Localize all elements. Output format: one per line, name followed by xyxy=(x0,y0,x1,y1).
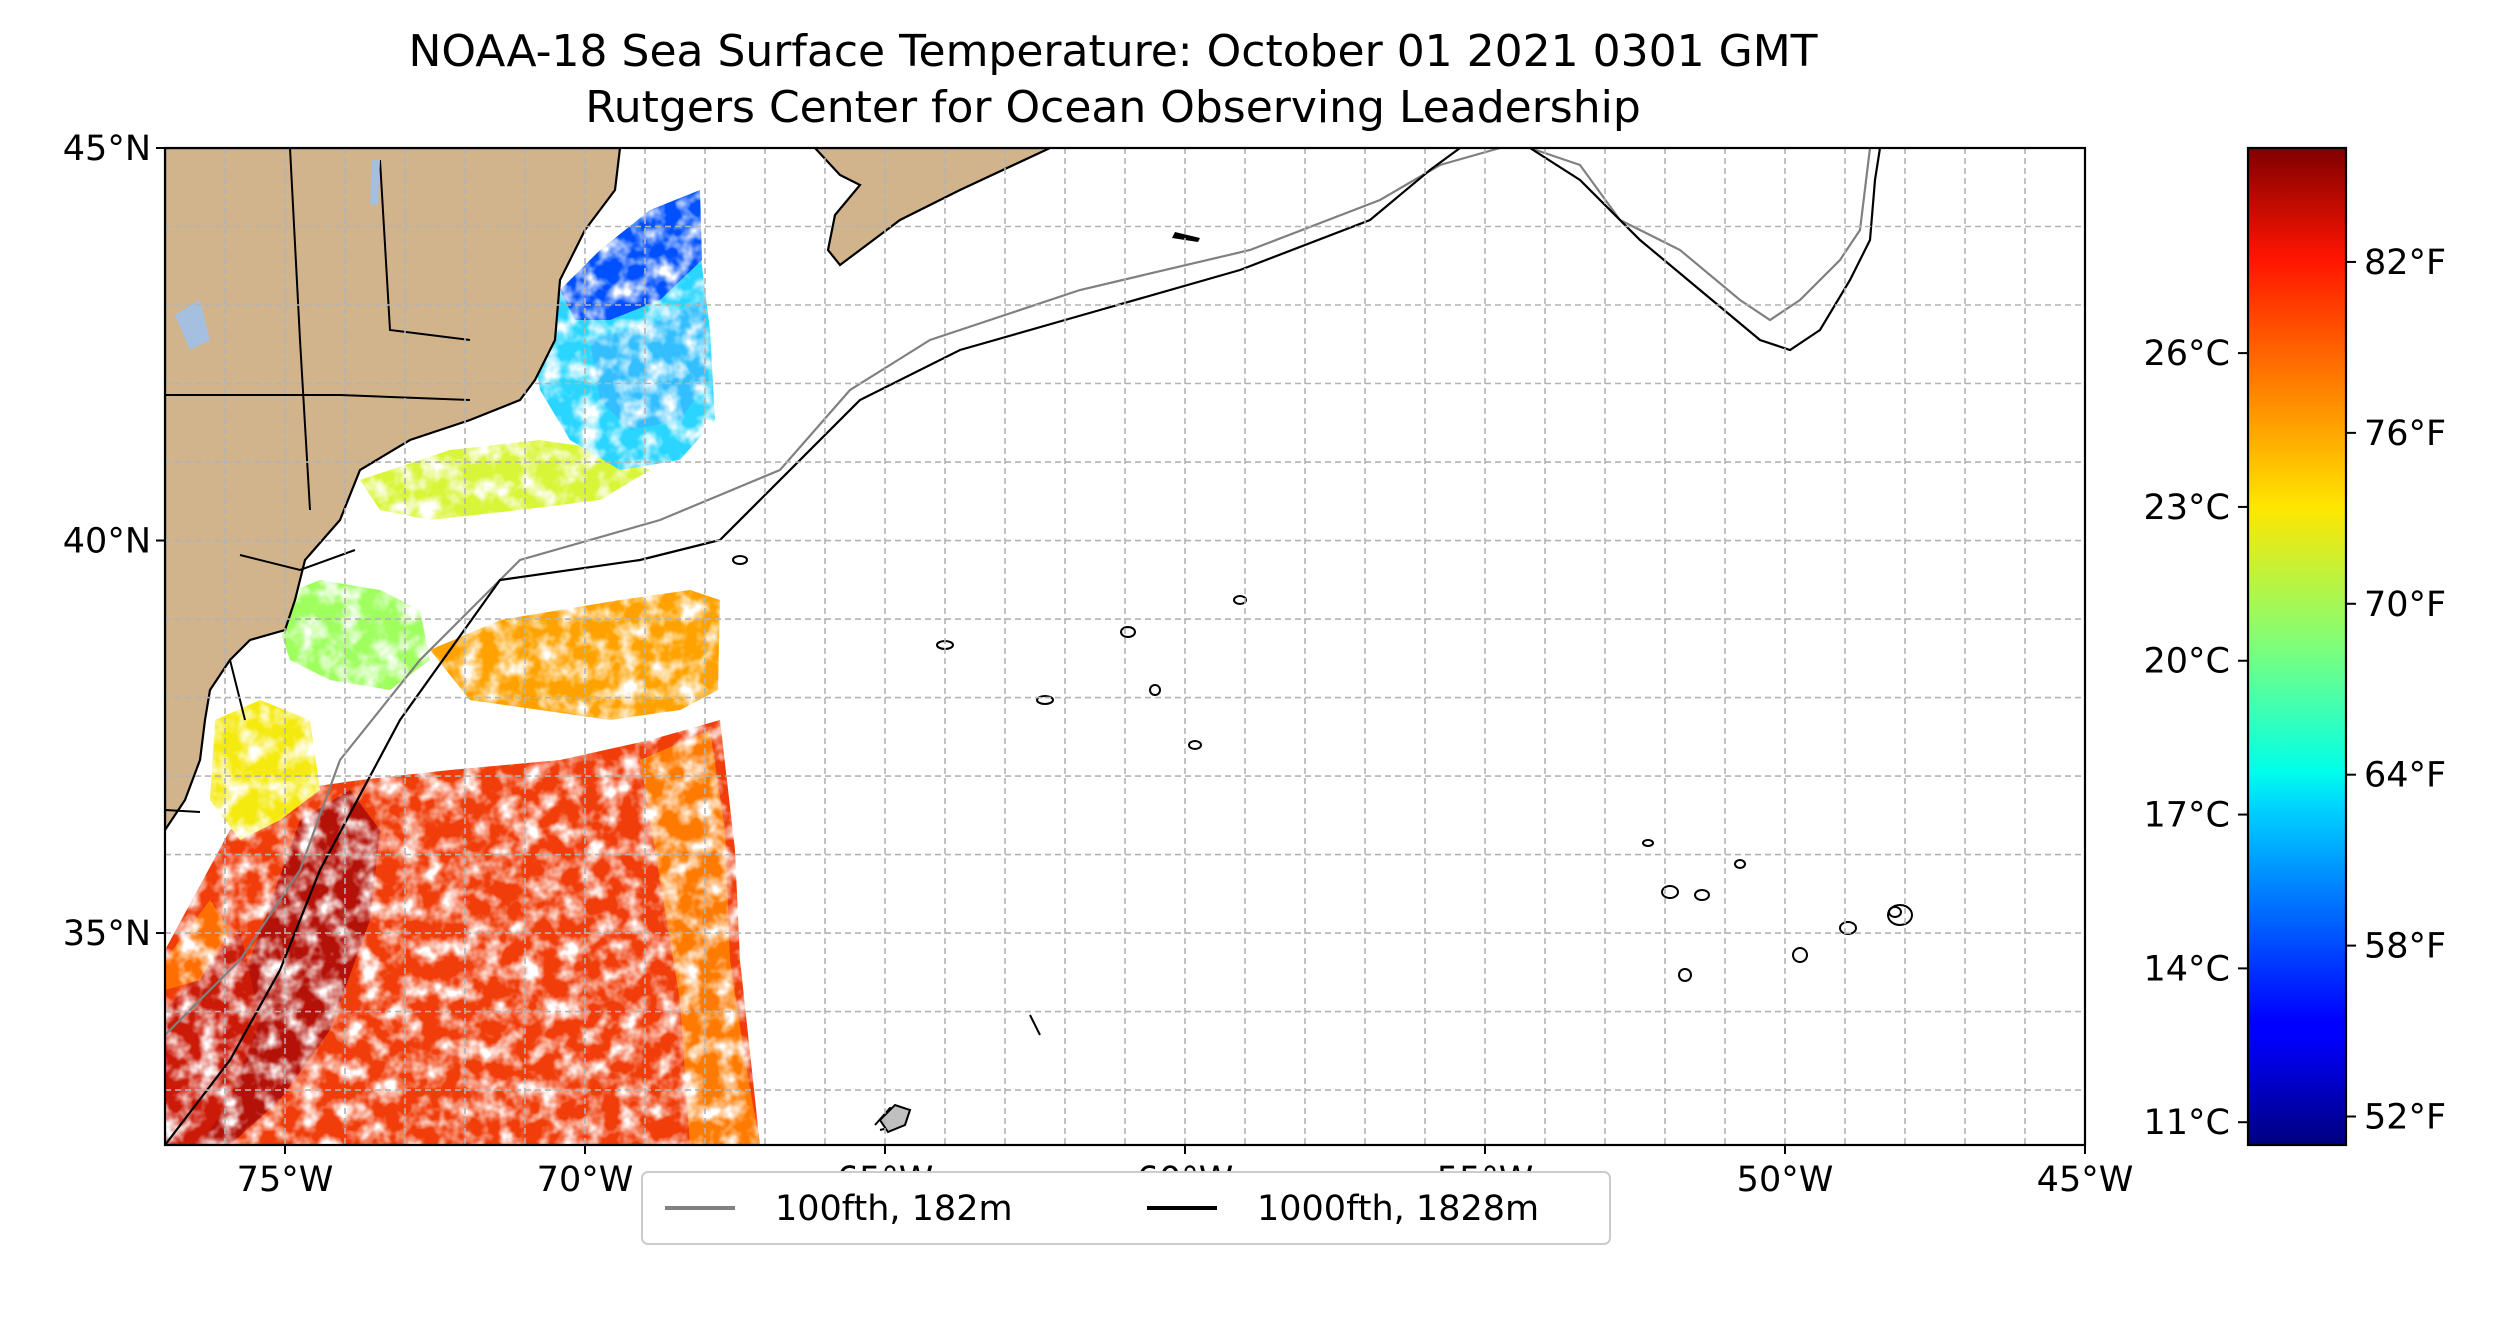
contour-100fth xyxy=(165,148,1872,1036)
legend-label-1000fth: 1000fth, 1828m xyxy=(1257,1189,1539,1229)
colorbar-f-tick-label: 52°F xyxy=(2364,1098,2446,1138)
contour-1000fth xyxy=(165,148,1882,1145)
bermuda-rise xyxy=(878,1103,912,1134)
land-state-borders xyxy=(165,148,471,813)
lon-tick-label: 70°W xyxy=(537,1160,634,1200)
colorbar-c-tick-label: 11°C xyxy=(2144,1103,2230,1143)
lat-axis: 45°N 40°N 35°N xyxy=(63,129,165,954)
title-line-1: NOAA-18 Sea Surface Temperature: October… xyxy=(408,26,1817,77)
colorbar-f-tick-label: 64°F xyxy=(2364,756,2446,796)
colorbar-c-tick-label: 17°C xyxy=(2144,796,2230,836)
title-line-2: Rutgers Center for Ocean Observing Leade… xyxy=(585,82,1641,133)
sable-bank xyxy=(1172,232,1200,242)
colorbar-c-tick-label: 23°C xyxy=(2144,488,2230,528)
land-us-east-coast xyxy=(165,148,622,832)
colorbar-f-tick-label: 82°F xyxy=(2364,243,2446,283)
colorbar-f-tick-label: 70°F xyxy=(2364,585,2446,625)
map-frame xyxy=(163,146,2087,1147)
colorbar-c-tick-label: 14°C xyxy=(2144,949,2230,989)
colorbar-celsius-axis: 11°C 14°C 17°C 20°C 23°C 26°C xyxy=(2144,334,2248,1143)
lat-tick-label: 40°N xyxy=(63,522,151,562)
colorbar-f-tick-label: 76°F xyxy=(2364,414,2446,454)
colorbar-fahrenheit-axis: 52°F 58°F 64°F 70°F 76°F 82°F xyxy=(2346,243,2446,1138)
lat-tick-label: 35°N xyxy=(63,914,151,954)
colorbar: 52°F 58°F 64°F 70°F 76°F 82°F 11°C 14°C 17°C 20°… xyxy=(2144,146,2446,1147)
lat-tick-label: 45°N xyxy=(63,129,151,169)
lon-tick-label: 50°W xyxy=(1737,1160,1834,1200)
colorbar-c-tick-label: 20°C xyxy=(2144,642,2230,682)
colorbar-gradient xyxy=(2246,146,2348,1147)
gridlines xyxy=(165,148,2085,1145)
legend-label-100fth: 100fth, 182m xyxy=(775,1189,1013,1229)
colorbar-c-tick-label: 26°C xyxy=(2144,334,2230,374)
lakes xyxy=(175,160,380,350)
lon-tick-label: 75°W xyxy=(237,1160,334,1200)
legend: 100fth, 182m 1000fth, 1828m xyxy=(641,1171,1611,1245)
land-nova-scotia xyxy=(813,148,1051,267)
land xyxy=(165,148,1051,832)
colorbar-f-tick-label: 58°F xyxy=(2364,927,2446,967)
legend-box xyxy=(641,1171,1611,1245)
lon-tick-label: 45°W xyxy=(2037,1160,2134,1200)
map: 45°N40°N35°N 75°W70°W65°W60°W55°W50°W45°… xyxy=(63,129,2134,1200)
